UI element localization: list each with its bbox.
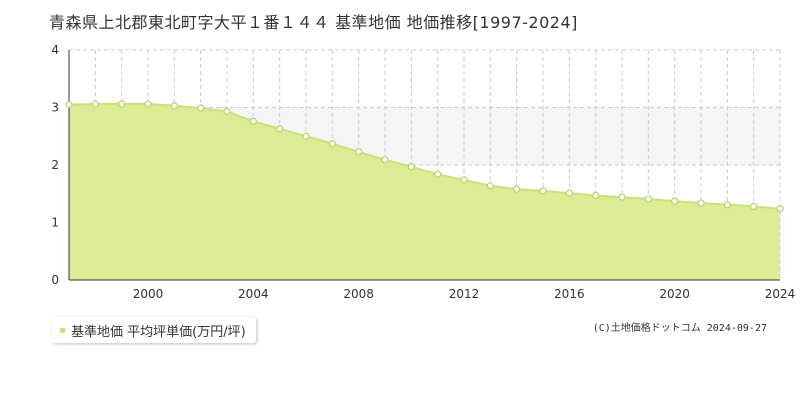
data-point [486,182,494,190]
y-tick-label: 1 [51,216,59,230]
data-point [434,170,442,178]
x-tick-label: 2004 [238,287,269,301]
data-point [671,197,679,205]
data-points-layer [65,100,784,213]
y-tick-label: 0 [51,273,59,287]
data-point [513,185,521,193]
x-tick-label: 2020 [659,287,690,301]
axes-layer [68,50,780,281]
data-point [592,191,600,200]
data-point [65,101,73,109]
data-point [197,104,205,112]
data-point [91,100,99,108]
tick-labels-layer: 0 1 2 3 4 2000 2004 2008 2012 2016 2020 2024 [51,43,795,301]
series-area [69,104,780,280]
x-tick-label: 2012 [449,287,480,301]
legend: 基準地価 平均坪単価(万円/坪) [52,317,256,343]
data-point [750,202,758,210]
data-point [328,140,336,148]
legend-swatch [60,327,65,333]
series-line [68,103,781,210]
data-point [302,132,310,140]
data-point [276,125,284,133]
data-point [697,199,705,207]
data-point [723,201,731,209]
data-point [381,156,389,164]
data-point [144,100,152,108]
legend-label: 基準地価 平均坪単価(万円/坪) [71,324,246,340]
y-tick-label: 4 [51,43,59,57]
copyright-text: (C)土地価格ドットコム 2024-09-27 [592,323,767,334]
x-tick-label: 2008 [343,287,374,301]
x-tick-label: 2024 [765,287,796,301]
data-point [460,176,468,184]
series-line-layer [68,103,781,210]
x-tick-label: 2016 [554,287,585,301]
data-point [118,100,126,108]
data-point [170,102,178,110]
area-layer [69,104,780,280]
data-point [539,187,547,195]
chart-title: 青森県上北郡東北町字大平１番１４４ 基準地価 地価推移[1997-2024] [49,13,578,32]
y-tick-label: 2 [51,158,59,172]
data-point [407,163,415,171]
data-point [776,205,784,213]
data-point [644,195,652,203]
y-tick-label: 3 [51,101,59,115]
data-point [249,117,257,125]
data-point [618,193,626,201]
data-point [565,189,573,197]
data-point [355,148,363,156]
x-tick-label: 2000 [133,287,164,301]
data-point [223,107,231,116]
